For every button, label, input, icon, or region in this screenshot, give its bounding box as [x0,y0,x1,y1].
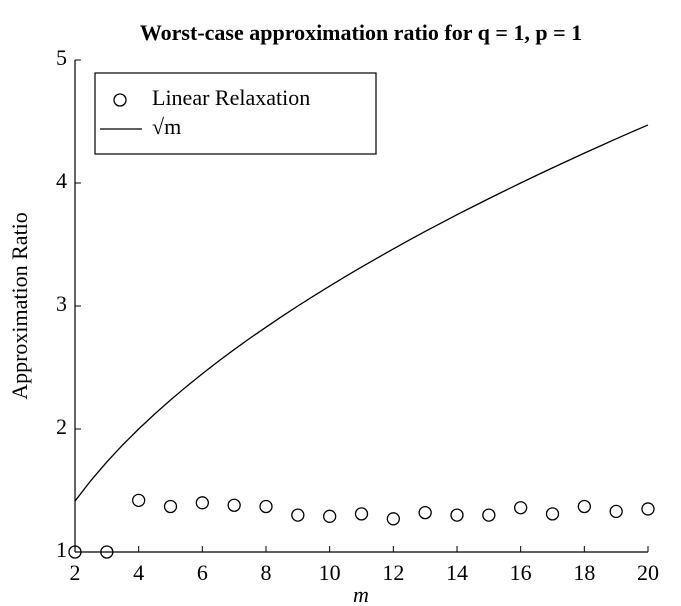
line [74,124,649,502]
x-tick-label: 14 [446,560,468,585]
chart-title: Worst-case approximation ratio for q = 1… [140,20,582,45]
y-tick-label: 3 [56,291,67,316]
marker [577,499,591,514]
marker [132,493,146,507]
y-tick-label: 2 [56,414,67,439]
x-tick-label: 2 [70,560,81,585]
marker [227,498,241,512]
marker [195,496,209,510]
x-tick-label: 16 [510,560,532,585]
legend-marker [113,93,127,107]
x-tick-label: 6 [197,560,208,585]
marker [100,545,114,559]
marker [418,505,432,520]
y-tick-label: 5 [56,45,67,70]
marker [545,507,560,521]
marker [450,508,464,522]
x-tick-label: 20 [637,560,659,585]
y-tick-label: 4 [56,168,67,193]
marker [291,508,305,522]
legend-box [94,72,377,155]
y-axis-label: Approximation Ratio [7,212,32,400]
x-tick-label: 12 [382,560,404,585]
marker [386,512,400,526]
x-axis-label: m [353,582,369,606]
x-tick-label: 18 [573,560,595,585]
x-tick-label: 4 [133,560,144,585]
y-tick-label: 1 [56,537,67,562]
marker [514,501,528,515]
marker [68,545,82,559]
marker [609,504,623,519]
legend-label: Linear Relaxation [152,85,310,110]
marker [323,509,337,523]
x-tick-label: 8 [261,560,272,585]
x-tick-label: 10 [319,560,341,585]
marker [641,502,655,516]
marker [163,499,178,514]
marker [354,507,369,521]
marker [482,508,496,522]
legend-label: √m [152,114,181,139]
marker [259,499,273,514]
